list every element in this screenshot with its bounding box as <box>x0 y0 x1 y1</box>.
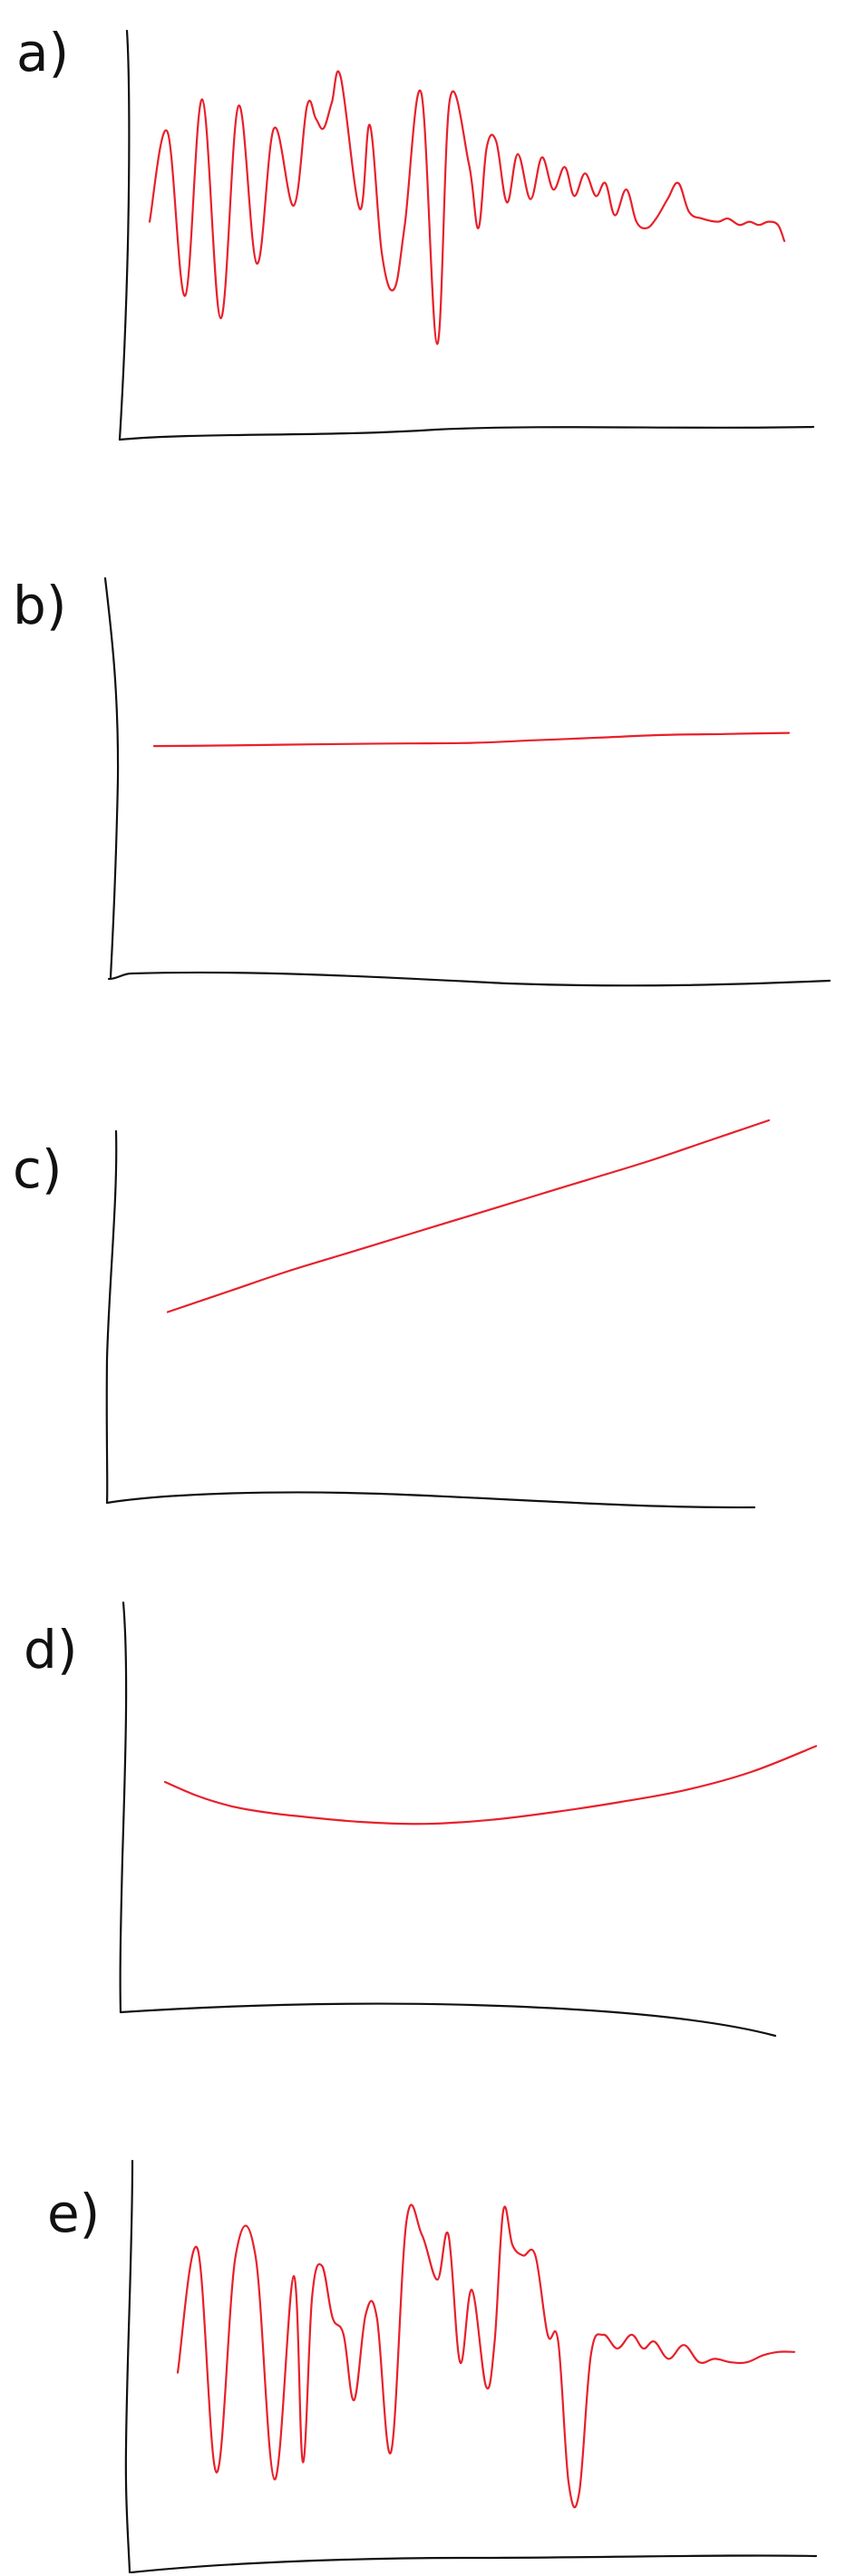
chart-panel-c: c) <box>13 1119 771 1509</box>
panel-label-a: a) <box>16 22 69 83</box>
panel-b-data-line <box>152 731 791 748</box>
chart-panel-e: e) <box>47 2159 818 2574</box>
panel-a-x-axis <box>118 425 815 441</box>
panel-label-b: b) <box>13 575 66 636</box>
chart-panel-b: b) <box>13 575 831 987</box>
panel-c-y-axis <box>105 1129 118 1505</box>
chart-panel-d: d) <box>24 1601 818 2038</box>
panel-a-y-axis <box>118 29 131 441</box>
panel-b-y-axis <box>103 576 120 979</box>
panel-label-e: e) <box>47 2183 100 2244</box>
panel-label-d: d) <box>24 1619 77 1680</box>
panel-a-data-line <box>148 70 786 345</box>
panel-d-y-axis <box>119 1601 128 2014</box>
chart-panel-a: a) <box>16 22 815 441</box>
panel-label-c: c) <box>13 1138 63 1200</box>
panel-c-data-line <box>166 1119 771 1313</box>
panel-c-x-axis <box>105 1491 756 1509</box>
panel-e-y-axis <box>124 2159 134 2574</box>
panel-b-x-axis <box>107 971 831 987</box>
panel-e-data-line <box>176 2203 796 2509</box>
panel-e-x-axis <box>130 2554 818 2574</box>
panel-d-x-axis <box>119 2002 777 2038</box>
panel-d-data-line <box>163 1745 818 1825</box>
